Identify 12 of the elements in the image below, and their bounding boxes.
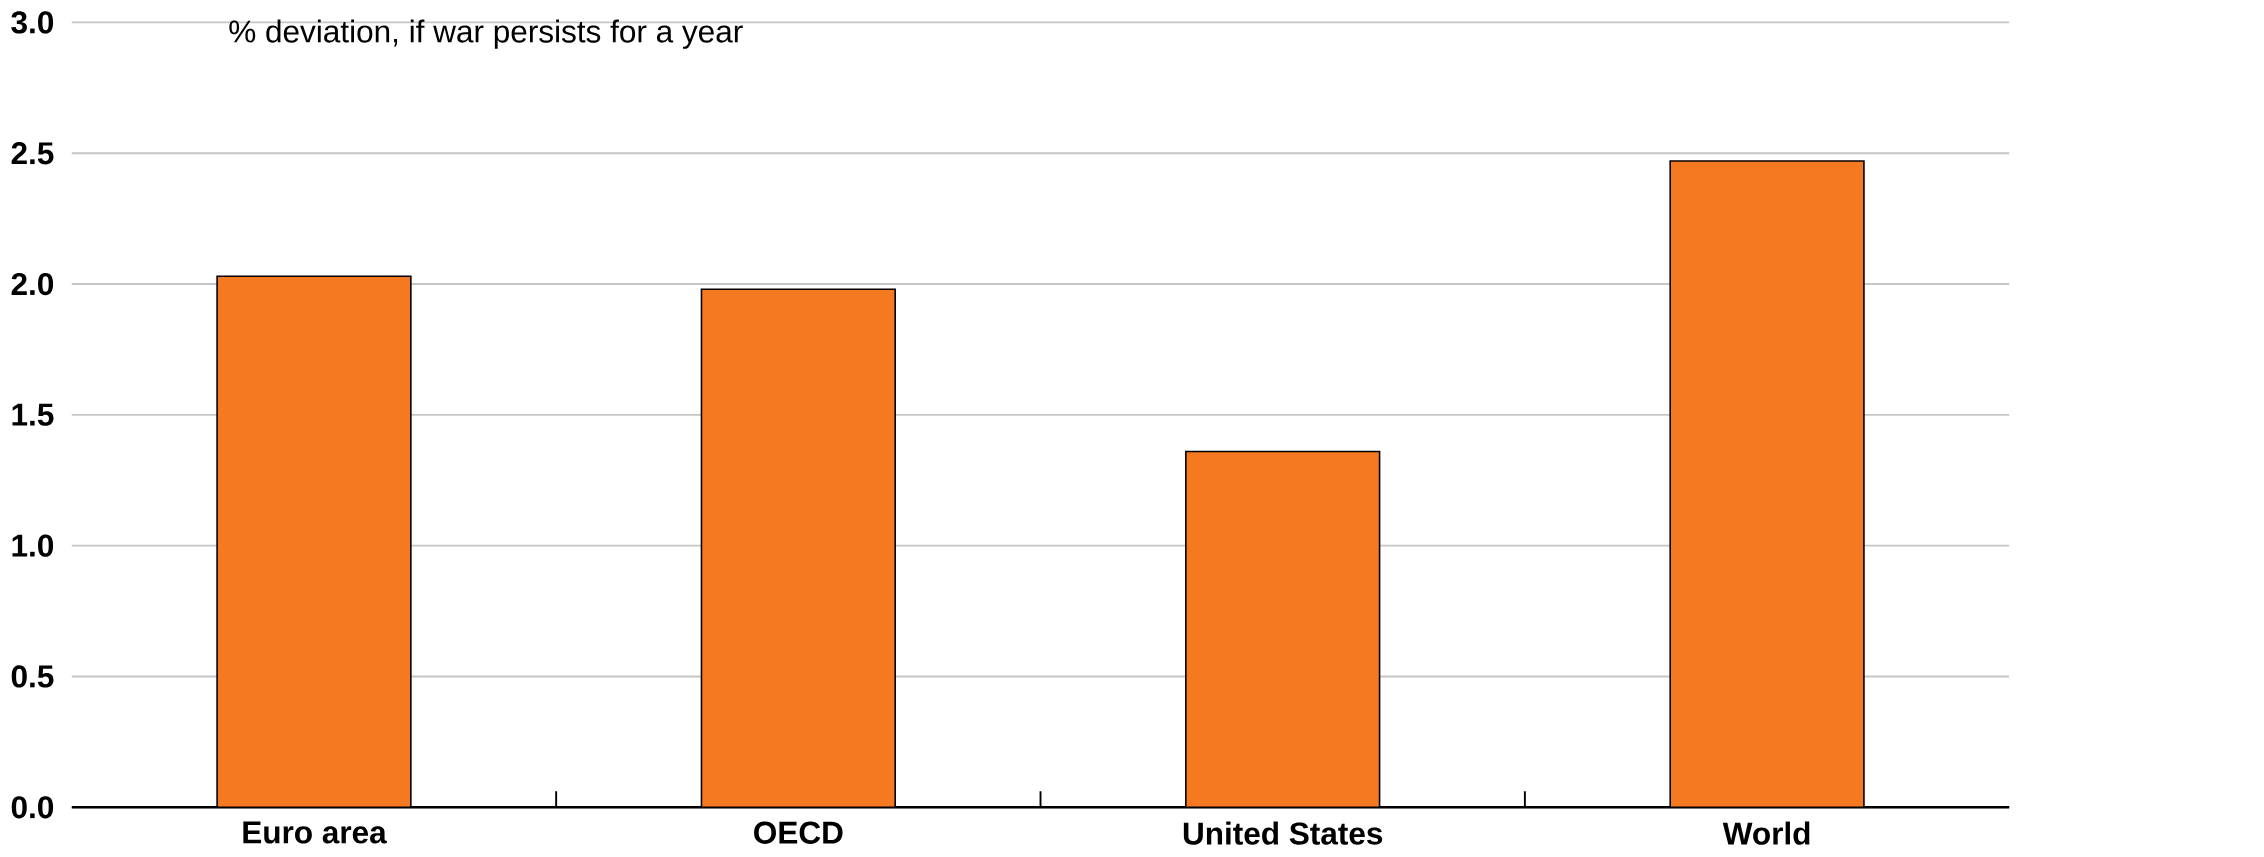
y-tick-label: 2.5 [11,142,54,165]
x-tick-label: OECD [754,821,843,845]
y-tick-label: 2.0 [11,273,54,296]
x-tick-label: United States [1183,821,1383,845]
y-tick-label: 1.5 [12,404,54,427]
chart-title: % deviation, if war persists for a year [229,19,743,50]
y-tick-label: 3.0 [11,11,54,34]
y-tick-label: 0.0 [11,796,54,819]
y-tick-label: 0.5 [11,665,54,688]
x-tick-label: World [1722,821,1810,845]
y-tick-label: 1.0 [12,534,54,557]
x-tick-label: Euro area [243,821,387,844]
